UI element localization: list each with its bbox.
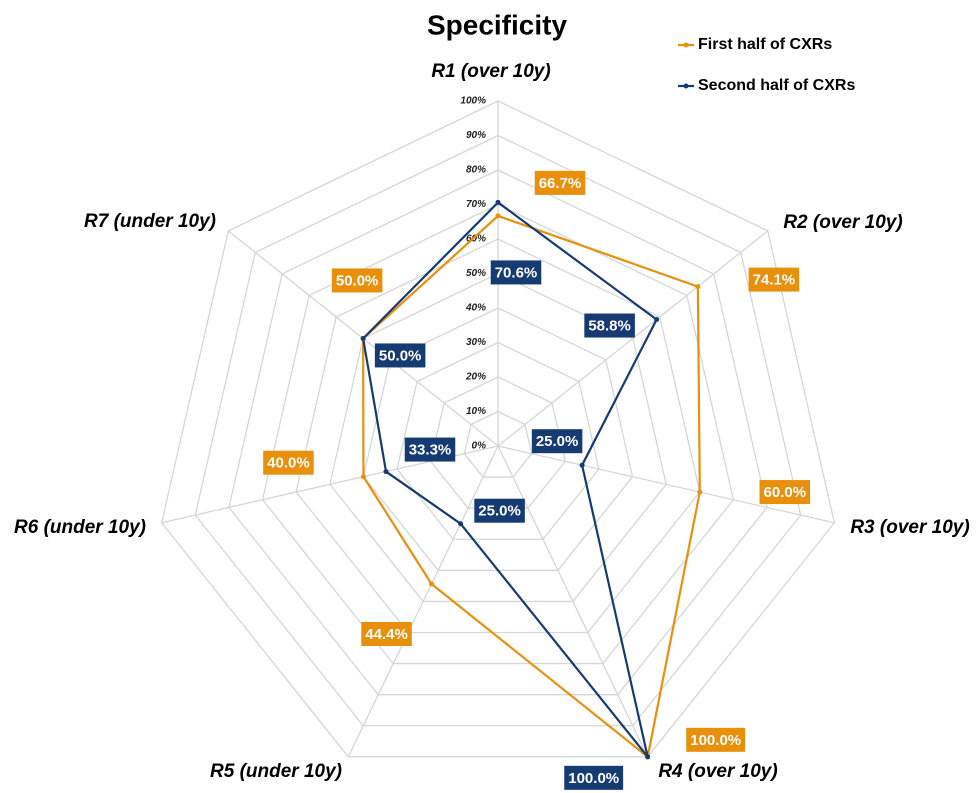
- tick-label: 20%: [465, 372, 486, 383]
- value-label-box: [361, 622, 412, 647]
- grid-ring: [261, 203, 735, 665]
- legend-marker: [683, 83, 689, 89]
- value-label: 25.0%: [536, 433, 579, 450]
- point: [695, 284, 701, 290]
- tick-label: 90%: [466, 130, 486, 141]
- tick-label: 10%: [466, 406, 486, 417]
- point: [383, 469, 389, 475]
- tick-label: 100%: [460, 96, 486, 107]
- value-label-box: [331, 268, 383, 293]
- value-label: 44.4%: [365, 626, 408, 643]
- value-label-box: [584, 313, 635, 338]
- axis-label: R5 (under 10y): [210, 761, 342, 782]
- value-label-box: [474, 498, 525, 523]
- value-label: 70.6%: [495, 264, 538, 281]
- grid-ring: [194, 134, 802, 727]
- point: [458, 521, 464, 527]
- tick-label: 50%: [466, 268, 486, 279]
- value-label: 40.0%: [267, 455, 310, 472]
- labels: R1 (over 10y) R2 (over 10y) R3 (over 10y) R…: [14, 61, 970, 790]
- legend-label: First half of CXRs: [698, 36, 832, 53]
- tick-label: 60%: [466, 234, 486, 245]
- axis-label: R6 (under 10y): [14, 517, 146, 538]
- grid-ring: [329, 272, 667, 603]
- tick-label: 0%: [472, 441, 487, 452]
- axis-label: R2 (over 10y): [783, 212, 902, 233]
- series-line: [362, 214, 701, 759]
- value-label: 66.7%: [539, 175, 582, 192]
- series: [360, 199, 703, 760]
- tick-label: 80%: [466, 165, 486, 176]
- point: [654, 317, 660, 323]
- spoke: [497, 230, 769, 447]
- value-label: 74.1%: [753, 272, 796, 289]
- spoke: [497, 445, 649, 758]
- value-label: 58.8%: [588, 317, 631, 334]
- point: [495, 199, 501, 205]
- point: [645, 754, 651, 760]
- axis-label: R3 (over 10y): [850, 517, 969, 538]
- value-label-box: [374, 343, 426, 368]
- series-line: [361, 200, 659, 758]
- value-label-box: [759, 480, 811, 505]
- axis-label: R1 (over 10y): [431, 61, 550, 82]
- spoke: [497, 445, 835, 524]
- point: [429, 581, 435, 587]
- grid-ring: [228, 169, 768, 696]
- value-label-box: [263, 450, 314, 475]
- point: [697, 489, 703, 495]
- axis-label: R7 (under 10y): [84, 211, 216, 232]
- value-label-box: [490, 260, 542, 285]
- grid: 0% 10% 20% 30% 40% 50% 60% 70% 80% 90% 100%: [160, 96, 836, 758]
- spoke: [347, 445, 499, 758]
- point: [360, 474, 366, 480]
- chart-title: Specificity: [427, 9, 567, 40]
- point: [495, 213, 501, 219]
- value-label: 33.3%: [409, 442, 452, 459]
- value-label: 50.0%: [379, 347, 422, 364]
- point: [360, 335, 366, 341]
- legend-marker: [683, 42, 689, 48]
- value-label-box: [564, 765, 624, 790]
- tick-label: 30%: [466, 337, 486, 348]
- tick-label: 70%: [466, 199, 486, 210]
- grid-ring: [295, 238, 701, 634]
- value-label: 25.0%: [478, 503, 521, 520]
- grid-ring: [396, 341, 600, 540]
- value-label-box: [748, 267, 800, 292]
- tick-label: 40%: [465, 303, 486, 314]
- value-label-box: [531, 429, 583, 454]
- value-label-box: [404, 437, 456, 462]
- value-label: 60.0%: [764, 484, 807, 501]
- value-label-box: [686, 727, 746, 752]
- point: [579, 462, 585, 468]
- axis-label: R4 (over 10y): [658, 761, 777, 782]
- value-label: 100.0%: [568, 770, 619, 787]
- value-label: 100.0%: [690, 732, 741, 749]
- value-label: 50.0%: [336, 272, 379, 289]
- grid-ring: [463, 410, 533, 478]
- value-label-box: [534, 170, 586, 195]
- legend-label: Second half of CXRs: [698, 77, 855, 94]
